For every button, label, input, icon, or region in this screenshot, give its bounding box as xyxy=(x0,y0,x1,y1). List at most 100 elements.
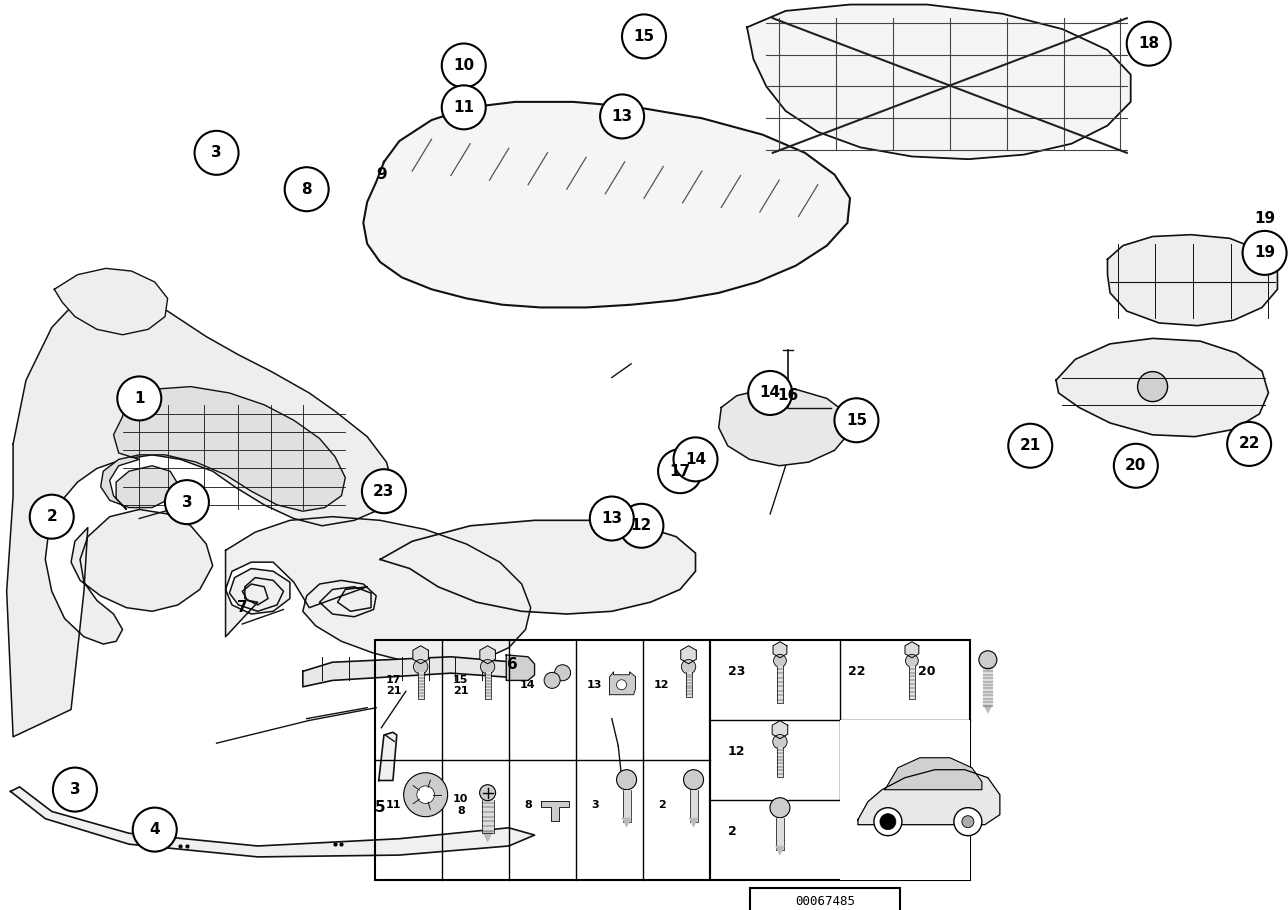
Circle shape xyxy=(362,470,406,513)
Text: 13: 13 xyxy=(587,681,603,691)
Circle shape xyxy=(620,504,663,548)
Circle shape xyxy=(617,680,626,690)
Circle shape xyxy=(442,44,486,87)
Text: 14: 14 xyxy=(760,386,781,400)
Polygon shape xyxy=(777,747,783,777)
Text: 3: 3 xyxy=(211,146,222,160)
Circle shape xyxy=(117,377,161,420)
Circle shape xyxy=(1243,231,1287,275)
Circle shape xyxy=(480,660,495,674)
Polygon shape xyxy=(775,845,784,855)
Circle shape xyxy=(194,131,238,175)
Polygon shape xyxy=(380,521,696,614)
Polygon shape xyxy=(482,800,493,833)
Polygon shape xyxy=(689,818,698,828)
Bar xyxy=(840,720,970,880)
Polygon shape xyxy=(885,758,981,790)
Text: 3: 3 xyxy=(182,495,192,510)
Text: 11: 11 xyxy=(386,800,402,810)
Circle shape xyxy=(979,651,997,669)
Circle shape xyxy=(590,497,634,541)
Polygon shape xyxy=(541,801,568,821)
Circle shape xyxy=(674,438,717,481)
Text: 15: 15 xyxy=(634,29,654,44)
Polygon shape xyxy=(983,667,993,707)
Polygon shape xyxy=(480,646,496,663)
Polygon shape xyxy=(747,5,1131,159)
Polygon shape xyxy=(858,770,999,824)
Circle shape xyxy=(285,167,328,211)
Circle shape xyxy=(1127,22,1171,66)
Text: 13: 13 xyxy=(612,109,632,124)
Polygon shape xyxy=(1108,235,1278,326)
Polygon shape xyxy=(622,790,631,822)
Circle shape xyxy=(555,664,571,681)
Text: 00067485: 00067485 xyxy=(795,895,855,908)
Text: 17
21: 17 21 xyxy=(386,674,402,696)
Text: 15
21: 15 21 xyxy=(453,674,469,696)
Circle shape xyxy=(479,784,496,801)
Text: 22: 22 xyxy=(1238,437,1260,451)
Polygon shape xyxy=(484,672,491,699)
Polygon shape xyxy=(983,704,993,713)
Circle shape xyxy=(684,770,703,790)
Text: 20: 20 xyxy=(1126,459,1146,473)
Polygon shape xyxy=(773,721,788,739)
Text: 20: 20 xyxy=(918,665,935,678)
Text: 18: 18 xyxy=(1139,36,1159,51)
Circle shape xyxy=(1227,422,1271,466)
Circle shape xyxy=(658,450,702,493)
Circle shape xyxy=(30,495,73,539)
Text: 3: 3 xyxy=(591,800,599,810)
Text: 13: 13 xyxy=(601,511,622,526)
Circle shape xyxy=(133,807,176,852)
Polygon shape xyxy=(100,387,345,511)
Text: 12: 12 xyxy=(631,519,652,533)
Circle shape xyxy=(1137,371,1167,401)
Polygon shape xyxy=(775,818,784,850)
Polygon shape xyxy=(685,672,692,697)
Text: 4: 4 xyxy=(149,822,160,837)
Circle shape xyxy=(600,95,644,138)
Circle shape xyxy=(544,672,560,688)
Text: 2: 2 xyxy=(728,825,737,838)
Text: 17: 17 xyxy=(670,464,690,479)
Text: 12: 12 xyxy=(654,681,670,691)
Text: 2: 2 xyxy=(658,800,666,810)
Polygon shape xyxy=(413,646,429,663)
Text: 2: 2 xyxy=(46,510,57,524)
Polygon shape xyxy=(1056,339,1269,437)
Text: 15: 15 xyxy=(846,413,867,428)
Text: 6: 6 xyxy=(507,656,518,672)
Polygon shape xyxy=(689,790,698,822)
Polygon shape xyxy=(773,642,787,658)
Text: 10
8: 10 8 xyxy=(453,794,469,816)
Polygon shape xyxy=(681,646,697,663)
Circle shape xyxy=(748,371,792,415)
Polygon shape xyxy=(909,666,914,699)
Circle shape xyxy=(681,660,696,674)
Polygon shape xyxy=(54,268,167,335)
Polygon shape xyxy=(482,831,493,843)
Circle shape xyxy=(617,770,636,790)
Polygon shape xyxy=(905,642,918,658)
Polygon shape xyxy=(225,517,531,664)
Circle shape xyxy=(905,654,918,667)
Polygon shape xyxy=(303,657,515,687)
Polygon shape xyxy=(622,818,631,828)
Circle shape xyxy=(954,808,981,835)
Polygon shape xyxy=(10,787,535,857)
Text: 14: 14 xyxy=(520,681,536,691)
Circle shape xyxy=(962,815,974,828)
Text: 14: 14 xyxy=(685,452,706,467)
Circle shape xyxy=(882,815,894,828)
Text: 5: 5 xyxy=(375,800,385,815)
Circle shape xyxy=(53,768,97,812)
Polygon shape xyxy=(609,672,635,694)
Circle shape xyxy=(417,786,434,804)
Polygon shape xyxy=(719,389,850,466)
Text: 10: 10 xyxy=(453,58,474,73)
Text: 3: 3 xyxy=(70,782,80,797)
Bar xyxy=(750,887,900,910)
Text: 21: 21 xyxy=(1020,439,1041,453)
